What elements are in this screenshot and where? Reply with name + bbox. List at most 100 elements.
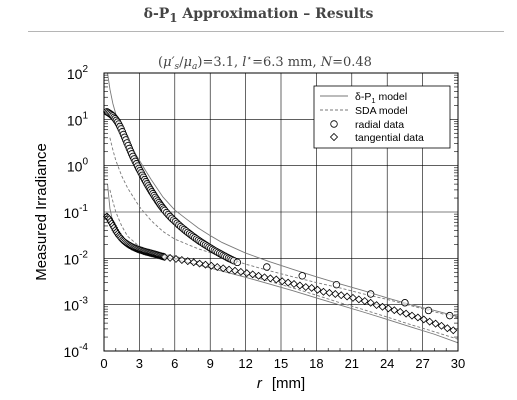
tangential-data-point — [331, 290, 340, 298]
plot-frame — [103, 72, 459, 352]
tangential-data-point — [160, 253, 169, 261]
x-axis-label-var: r — [257, 375, 263, 392]
x-tick-label: 30 — [451, 356, 465, 371]
subtitle-slash: / — [179, 55, 184, 70]
x-tick-label: 0 — [100, 356, 107, 371]
tangential-data-point — [254, 271, 263, 280]
tangential-data-point — [366, 298, 375, 307]
legend-label-dp1: δ-P1 model — [355, 91, 407, 105]
tangential-data-point — [231, 266, 239, 275]
page-title-suffix: Approximation – Results — [177, 6, 374, 22]
radial-data-point — [446, 311, 454, 320]
tangential-data-point — [431, 319, 440, 328]
x-tick-label: 24 — [380, 356, 394, 371]
y-tick-base: 10 — [67, 112, 83, 128]
y-tick-exponent: 1 — [82, 110, 88, 121]
radial-data-point — [332, 280, 341, 289]
x-axis-label-unit: [mm] — [272, 375, 305, 392]
page-title-prefix: δ-P — [143, 6, 170, 22]
tangential-data-point — [354, 295, 363, 304]
tangential-data-point — [183, 257, 192, 266]
tangential-data-point — [260, 273, 269, 282]
tangential-data-point — [219, 264, 228, 273]
legend-swatch-radial — [330, 120, 338, 128]
radial-data-point — [366, 290, 375, 298]
tangential-data-point — [343, 292, 352, 301]
y-tick-exponent: -1 — [79, 203, 88, 214]
legend-label-tangential: tangential data — [355, 132, 424, 144]
radial-data-point — [233, 258, 242, 267]
y-axis-label: Measured Irradiance — [33, 143, 50, 281]
subtitle-mu-s: μ′ — [163, 55, 174, 70]
tangential-data-point — [408, 311, 416, 320]
y-tick-label: 10-4 — [64, 342, 89, 360]
tangential-data-point — [396, 307, 405, 316]
tangential-data-point — [325, 288, 334, 297]
y-tick-base: 10 — [67, 159, 83, 175]
x-tick-label: 27 — [415, 356, 429, 371]
y-tick-exponent: 0 — [82, 157, 88, 168]
x-tick-label: 9 — [207, 356, 214, 371]
tangential-data-point — [266, 274, 275, 283]
legend-swatch-tangential — [329, 132, 339, 142]
tangential-data-point — [248, 270, 257, 279]
series-sda_radial-line — [109, 137, 459, 319]
tangential-data-point — [349, 293, 357, 302]
chart-ticks: 0 3 6 9 12 15 18 21 24 27 3010-410-310-210-1100101… — [64, 64, 466, 371]
tangential-data-point — [360, 297, 369, 305]
y-tick-label: 100 — [67, 157, 89, 175]
tangential-data-point — [242, 269, 251, 278]
tangential-data-point — [437, 321, 446, 330]
tangential-data-point — [413, 313, 422, 322]
tangential-data-point — [384, 304, 393, 313]
legend-label-radial: radial data — [355, 119, 404, 131]
subtitle-mu-a: μ — [184, 55, 192, 70]
tangential-data-point — [195, 259, 204, 268]
radial-data-point — [424, 306, 433, 315]
tangential-data-point — [378, 302, 387, 311]
tangential-data-point — [425, 317, 434, 326]
tangential-data-point — [319, 287, 328, 296]
x-tick-label: 21 — [345, 356, 359, 371]
y-tick-base: 10 — [67, 66, 83, 82]
tangential-data-point — [301, 283, 310, 292]
y-tick-label: 10-2 — [64, 249, 89, 267]
tangential-data-point — [390, 306, 399, 315]
page-title-subscript: 1 — [169, 10, 178, 25]
tangential-data-point — [443, 324, 452, 333]
subtitle-paren-open: ( — [158, 55, 163, 70]
x-tick-label: 15 — [274, 356, 288, 371]
tangential-data-point — [419, 315, 428, 324]
tangential-data-point — [201, 260, 210, 269]
x-tick-label: 18 — [309, 356, 323, 371]
y-tick-exponent: -3 — [79, 296, 88, 307]
tangential-data-point — [177, 256, 186, 264]
tangential-data-point — [307, 283, 316, 292]
tangential-data-point — [166, 253, 175, 262]
y-tick-label: 101 — [67, 110, 89, 128]
tangential-data-point — [207, 261, 216, 270]
subtitle-lstar-sup: ⋆ — [246, 54, 252, 64]
x-tick-label: 3 — [136, 356, 143, 371]
x-tick-label: 12 — [238, 356, 252, 371]
y-tick-base: 10 — [64, 251, 80, 267]
tangential-data-point — [225, 265, 234, 274]
tangential-data-point — [272, 275, 281, 284]
y-tick-label: 102 — [67, 64, 89, 82]
tangential-data-point — [284, 278, 293, 287]
page-title: δ-P1 Approximation – Results — [0, 6, 517, 25]
tangential-data-point — [213, 263, 222, 271]
subtitle-lstar-value: =6.3 mm, — [252, 55, 321, 70]
legend: δ-P1 model SDA model radial data tangent… — [313, 85, 451, 149]
radial-data-point — [401, 299, 409, 307]
tangential-data-point — [372, 301, 381, 310]
subtitle-mu-s-sub: s — [175, 62, 180, 72]
radial-data-point — [263, 263, 271, 271]
subtitle-paren-close: )=3.1, — [197, 55, 242, 70]
y-tick-base: 10 — [64, 298, 80, 314]
y-tick-label: 10-3 — [64, 296, 89, 314]
tangential-data-point — [172, 254, 180, 263]
tangential-data-point — [337, 291, 346, 300]
y-tick-exponent: -4 — [79, 342, 88, 353]
